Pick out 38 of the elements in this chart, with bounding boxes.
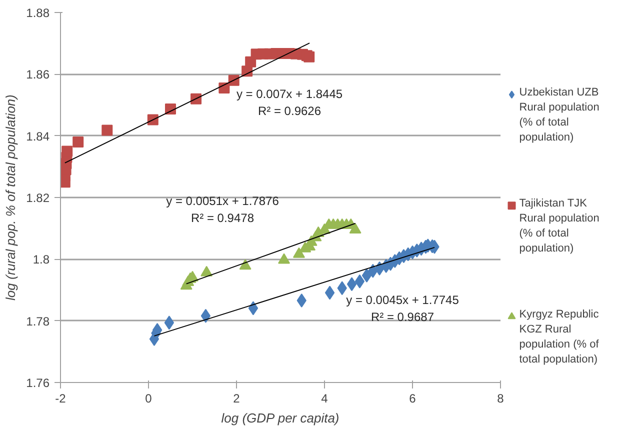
y-tick-label: 1.78 [26,314,50,328]
y-tick-label: 1.82 [26,191,50,205]
point [354,274,365,288]
point [200,266,213,276]
point [362,268,372,283]
x-tick-label: 2 [233,392,240,406]
legend-label: Tajikistan TJK Rural population (% of total population) [519,198,600,254]
annotation: y = 0.0045x + 1.7745 R² = 0.9687 [346,293,460,324]
point [346,277,357,292]
y-tick-label: 1.8 [32,252,50,267]
point [278,253,290,264]
point [349,223,362,234]
x-axis-title: log (GDP per capita) [221,410,340,426]
y-tick-label: 1.84 [26,129,50,144]
annotation: y = 0.007x + 1.8445 R² = 0.9626 [236,87,343,118]
point [292,247,305,258]
point [147,114,158,126]
x-tick-label: 0 [145,392,152,406]
x-tick-label: 8 [497,392,504,406]
y-tick-label: 1.88 [26,6,50,20]
legend-label: Uzbekistan UZB Rural population (% of total population) [519,86,600,144]
x-tick-label: 4 [321,392,328,406]
point [324,286,335,300]
y-tick-label: 1.76 [26,376,50,390]
point [164,316,174,330]
annotation: y = 0.0051x + 1.7876 R² = 0.9478 [166,194,280,225]
point [72,136,84,148]
point [200,308,211,323]
point [248,301,258,316]
point [62,146,73,157]
point [102,124,113,136]
y-axis-title: log (rural pop. % of total population) [3,94,18,300]
point [304,51,315,62]
legend-label: Kyrgyz Republic KGZ Rural population (% of total population) [519,308,600,366]
x-tick-label: -2 [55,392,66,406]
x-tick-label: 6 [409,392,416,406]
y-tick-label: 1.86 [26,68,50,82]
point [239,259,252,270]
